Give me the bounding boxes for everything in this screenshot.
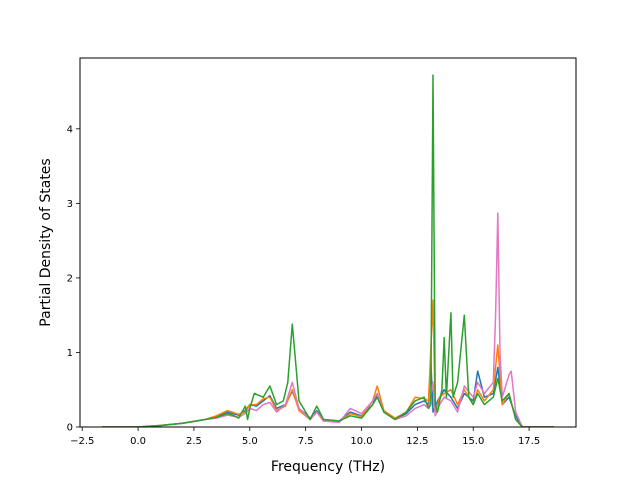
y-tick-label: 4 [67,124,73,135]
plot-area [79,57,577,428]
x-tick-label: 17.5 [518,436,540,447]
series-line-2 [102,299,554,427]
x-tick-label: 0.0 [130,436,146,447]
x-axis-ticks: −2.5 0.0 2.5 5.0 7.5 10.0 12.5 15.0 17.5 [70,427,540,447]
y-tick-label: 2 [67,273,73,284]
axes-frame [79,57,577,428]
x-tick-label: 15.0 [462,436,484,447]
x-tick-label: 2.5 [186,436,202,447]
y-tick-label: 0 [67,423,73,434]
x-tick-label: −2.5 [70,436,94,447]
y-tick-label: 3 [67,199,73,210]
y-axis-label: Partial Density of States [38,158,54,326]
x-axis-label: Frequency (THz) [271,459,385,475]
x-tick-label: 5.0 [242,436,258,447]
y-tick-label: 1 [67,348,73,359]
x-tick-label: 10.0 [350,436,372,447]
series-line-4 [102,74,554,427]
series-line-1 [102,359,554,427]
series-layer [102,74,554,427]
y-axis-ticks: 0 1 2 3 4 [67,124,80,434]
x-tick-label: 12.5 [406,436,428,447]
x-tick-label: 7.5 [298,436,314,447]
